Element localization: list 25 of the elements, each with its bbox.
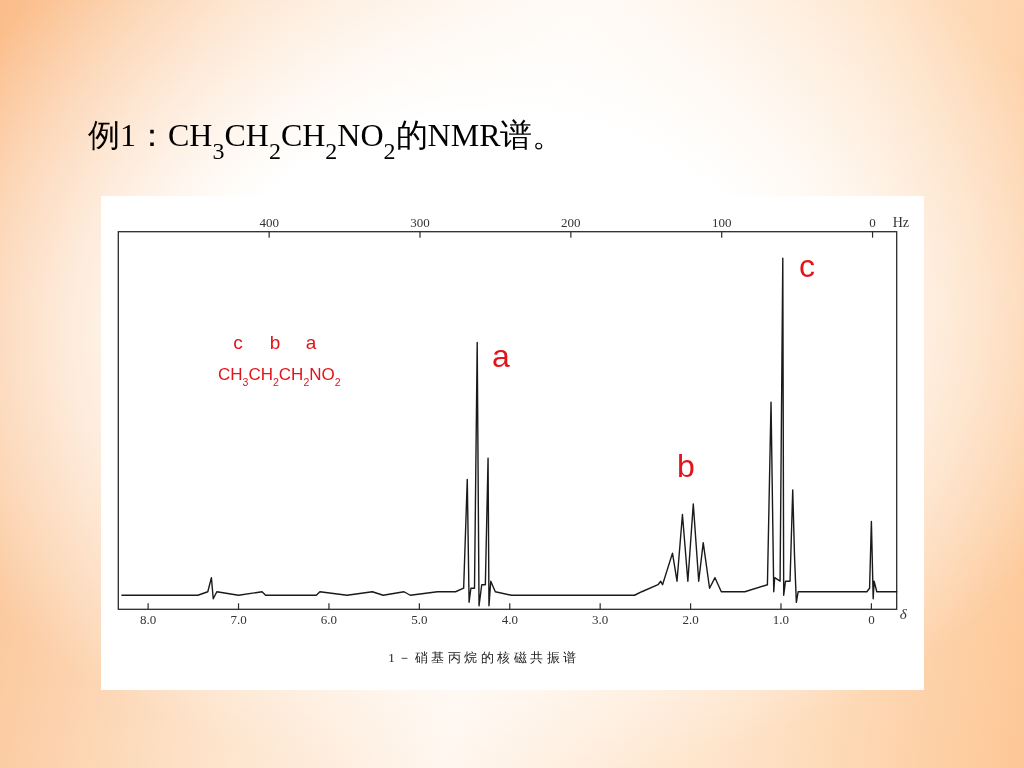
- annotation: a: [492, 338, 511, 374]
- x-tick-label: 1.0: [772, 612, 790, 627]
- x-axis-title: δ: [899, 606, 908, 622]
- annotation: c: [233, 332, 243, 353]
- x2-tick-label: 100: [711, 215, 732, 230]
- chart-title: 例1：CH$_{3}$CH$_{2}$CH$_{2}$NO$_{2}$的NMR谱。: [88, 117, 565, 164]
- x-tick-label: 5.0: [411, 612, 428, 627]
- x-tick-label: 0: [868, 612, 875, 627]
- x-tick-label: 3.0: [592, 612, 609, 627]
- x2-tick-label: 400: [259, 215, 279, 230]
- x-tick-label: 6.0: [320, 612, 338, 627]
- x-tick-label: 8.0: [140, 612, 157, 627]
- text: 1－硝基丙烷的核磁共振谱: [388, 650, 580, 665]
- x2-tick-label: 300: [410, 215, 430, 230]
- annotation: b: [677, 448, 695, 484]
- annotation: a: [305, 332, 317, 353]
- x2-axis-title: Hz: [892, 215, 910, 230]
- x2-tick-label: 0: [869, 215, 876, 230]
- annotation: b: [269, 332, 281, 353]
- x-tick-label: 7.0: [230, 612, 247, 627]
- x2-tick-label: 200: [561, 215, 581, 230]
- x-tick-label: 4.0: [501, 612, 518, 627]
- x-tick-label: 2.0: [682, 612, 699, 627]
- annotation: CH$_{3}$CH$_{2}$CH$_{2}$NO$_{2}$: [218, 365, 341, 388]
- annotation: c: [799, 248, 815, 284]
